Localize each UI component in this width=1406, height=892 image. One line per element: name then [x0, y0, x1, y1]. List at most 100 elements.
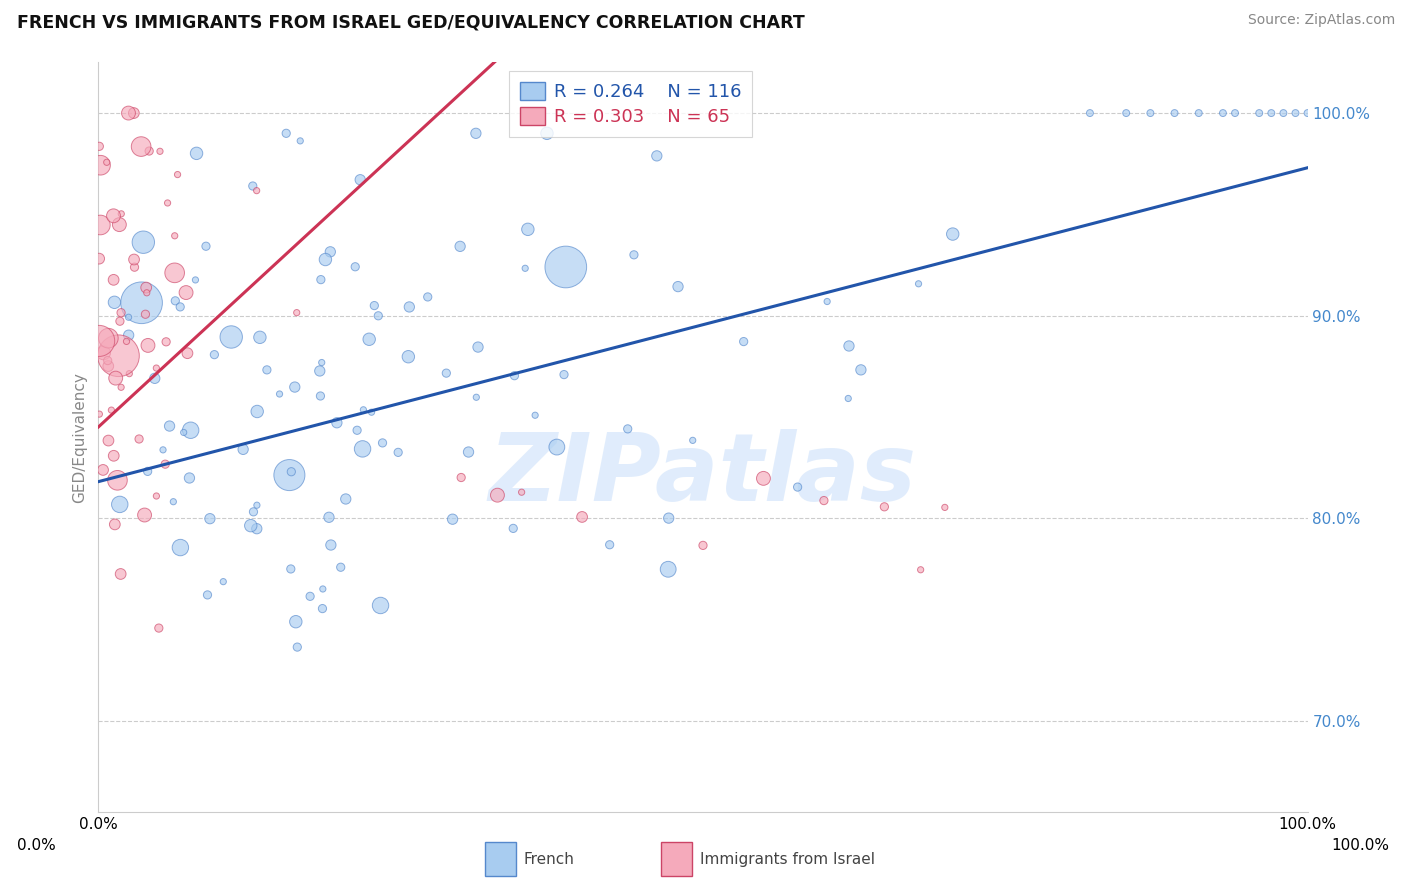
Point [284, 615, 307, 629]
Point [135, 285, 157, 300]
Point [1260, 106, 1282, 120]
Point [117, 310, 139, 325]
Point [554, 260, 576, 274]
Point [136, 464, 159, 478]
Point [396, 350, 419, 364]
Point [1139, 106, 1161, 120]
Point [246, 404, 269, 418]
Point [129, 139, 152, 153]
Point [326, 416, 349, 430]
Point [173, 425, 195, 440]
Point [166, 168, 188, 182]
Point [145, 361, 167, 376]
Point [96, 155, 118, 169]
Point [117, 106, 139, 120]
Text: Immigrants from Israel: Immigrants from Israel [700, 852, 875, 867]
Point [186, 146, 208, 161]
Point [503, 368, 526, 383]
Point [136, 338, 159, 352]
Point [692, 538, 714, 552]
Point [280, 562, 302, 576]
Point [318, 510, 340, 524]
Text: Source: ZipAtlas.com: Source: ZipAtlas.com [1247, 13, 1395, 28]
Point [849, 363, 872, 377]
Point [276, 126, 298, 140]
Point [387, 445, 409, 459]
Point [658, 511, 681, 525]
Point [232, 442, 254, 457]
Point [1272, 106, 1295, 120]
Point [510, 485, 533, 500]
Point [110, 380, 132, 394]
Point [128, 432, 150, 446]
Point [416, 290, 439, 304]
Point [308, 364, 330, 378]
Point [1163, 106, 1185, 120]
Y-axis label: GED/Equivalency: GED/Equivalency [72, 372, 87, 502]
Point [184, 273, 207, 287]
Point [107, 349, 129, 363]
Point [90, 158, 112, 172]
Point [815, 294, 838, 309]
Point [135, 280, 157, 294]
Point [645, 149, 668, 163]
Point [104, 371, 127, 385]
Point [352, 402, 374, 417]
Point [108, 218, 131, 232]
Point [1188, 106, 1211, 120]
Point [163, 266, 186, 280]
Point [309, 389, 332, 403]
Point [97, 359, 120, 373]
Point [1212, 106, 1234, 120]
Point [103, 295, 125, 310]
Point [319, 244, 342, 259]
Point [910, 563, 932, 577]
Point [256, 363, 278, 377]
Point [124, 260, 146, 275]
Point [285, 640, 308, 654]
Point [212, 574, 235, 589]
Point [176, 346, 198, 360]
Point [148, 621, 170, 635]
Point [360, 405, 382, 419]
Bar [485, 842, 516, 876]
Point [134, 508, 156, 522]
Point [103, 209, 125, 223]
Point [752, 471, 775, 485]
Point [132, 235, 155, 250]
Text: French: French [523, 852, 574, 867]
Point [269, 387, 291, 401]
Point [152, 442, 174, 457]
Point [174, 285, 197, 300]
Point [319, 538, 342, 552]
Point [97, 434, 120, 448]
Point [169, 300, 191, 314]
Point [1223, 106, 1246, 120]
Point [733, 334, 755, 349]
Point [246, 498, 269, 512]
Point [278, 468, 301, 483]
Text: 0.0%: 0.0% [17, 838, 56, 853]
Point [873, 500, 896, 514]
Point [934, 500, 956, 515]
Point [162, 494, 184, 508]
Point [449, 239, 471, 253]
Point [309, 272, 332, 286]
Point [239, 518, 262, 533]
Point [118, 328, 141, 343]
Point [246, 184, 269, 198]
Point [97, 331, 120, 345]
Point [346, 423, 368, 437]
Point [169, 541, 191, 555]
Point [284, 380, 307, 394]
Point [122, 252, 145, 267]
Point [1249, 106, 1271, 120]
Point [179, 471, 201, 485]
Point [312, 582, 335, 596]
Point [198, 511, 221, 525]
Point [89, 407, 111, 421]
Point [299, 590, 322, 604]
Point [165, 293, 187, 308]
Point [143, 371, 166, 385]
Point [197, 588, 219, 602]
